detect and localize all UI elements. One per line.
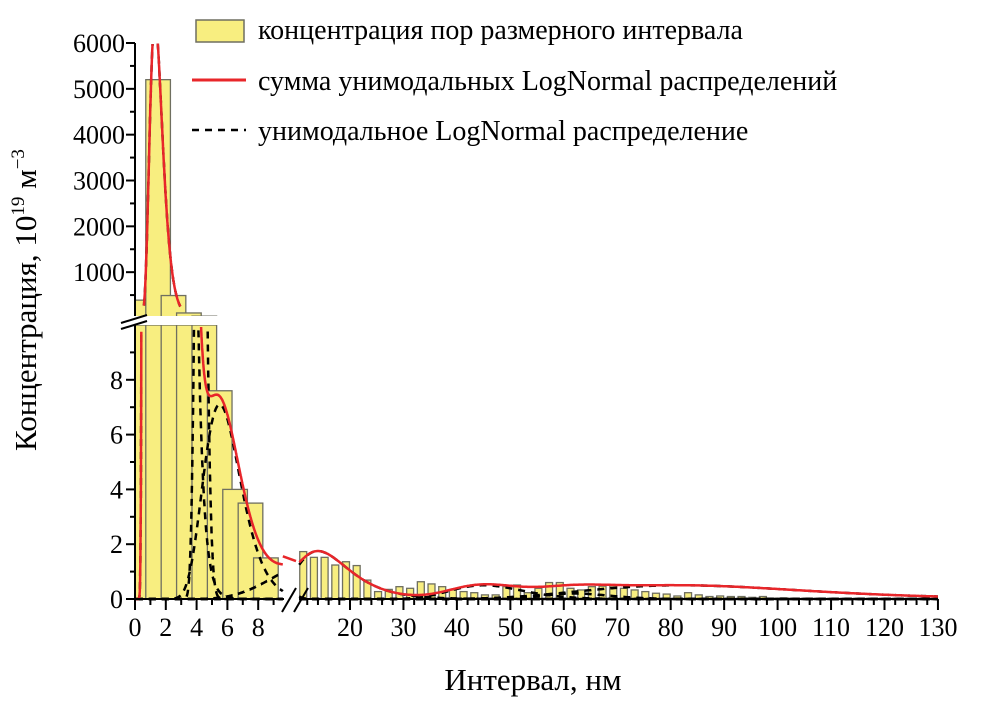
legend-label-sum: сумма унимодальных LogNormal распределен… — [258, 66, 837, 97]
y-tick-label-upper: 2000 — [73, 212, 125, 241]
y-tick-label-upper: 3000 — [73, 167, 125, 196]
x-tick-label-right: 60 — [551, 613, 577, 642]
y-tick-label-upper: 1000 — [73, 258, 125, 287]
y-tick-label-lower: 6 — [110, 421, 123, 450]
bar-right-5 — [352, 564, 361, 600]
x-tick-label-right: 50 — [497, 613, 523, 642]
y-tick-label-lower: 0 — [110, 585, 123, 614]
bar-right-2 — [320, 556, 329, 600]
bars — [134, 79, 939, 600]
y-tick-label-lower: 8 — [110, 366, 123, 395]
y-axis-title-unit-exp: −3 — [8, 149, 29, 169]
y-break-mark-2 — [120, 320, 148, 330]
x-tick-label-left: 4 — [190, 613, 203, 642]
y-axis-title: Концентрация, 1019 м−3 — [8, 149, 43, 451]
y-axis-title-unit: м — [8, 169, 43, 196]
x-tick-label-right: 120 — [865, 613, 904, 642]
x-tick-label-right: 80 — [658, 613, 684, 642]
y-tick-label-lower: 2 — [110, 530, 123, 559]
y-axis-title-exp: 19 — [8, 197, 29, 216]
x-tick-label-right: 110 — [812, 613, 850, 642]
x-tick-label-right: 130 — [918, 613, 957, 642]
x-tick-label-right: 100 — [758, 613, 797, 642]
legend-label-component: унимодальное LogNormal распределение — [258, 116, 748, 147]
bar-lower-8 — [252, 557, 279, 600]
x-tick-label-left: 6 — [221, 613, 234, 642]
x-tick-label-left: 2 — [159, 613, 172, 642]
sum-curve-break-link — [282, 555, 300, 564]
y-break-gap — [121, 316, 221, 325]
legend-label-bars: концентрация пор размерного интервала — [258, 15, 744, 46]
y-axis-title-main: Концентрация, 10 — [8, 216, 43, 451]
y-tick-label-upper: 6000 — [73, 29, 125, 58]
bar-right-1 — [309, 556, 319, 600]
y-tick-label-lower: 4 — [110, 475, 123, 504]
component-curve-2-lo — [135, 403, 284, 601]
x-tick-label-left: 8 — [252, 613, 265, 642]
x-tick-label-right: 30 — [390, 613, 416, 642]
y-tick-label-upper: 4000 — [73, 121, 125, 150]
sum-curve-up — [142, 43, 182, 308]
bar-right-3 — [331, 564, 340, 600]
x-tick-label-left: 0 — [129, 613, 142, 642]
sum-curve-right — [298, 549, 938, 598]
x-axis-title: Интервал, нм — [444, 662, 621, 697]
x-tick-label-right: 90 — [711, 613, 737, 642]
x-break-mark-1 — [281, 587, 297, 613]
legend: концентрация пор размерного интервала су… — [192, 15, 837, 147]
y-break-mark-1 — [120, 314, 148, 324]
x-tick-label-right: 20 — [337, 613, 363, 642]
legend-bar-swatch — [195, 19, 245, 43]
y-tick-label-upper: 5000 — [73, 75, 125, 104]
x-break-mark-2 — [293, 587, 309, 613]
x-tick-label-right: 40 — [444, 613, 470, 642]
x-tick-label-right: 70 — [604, 613, 630, 642]
